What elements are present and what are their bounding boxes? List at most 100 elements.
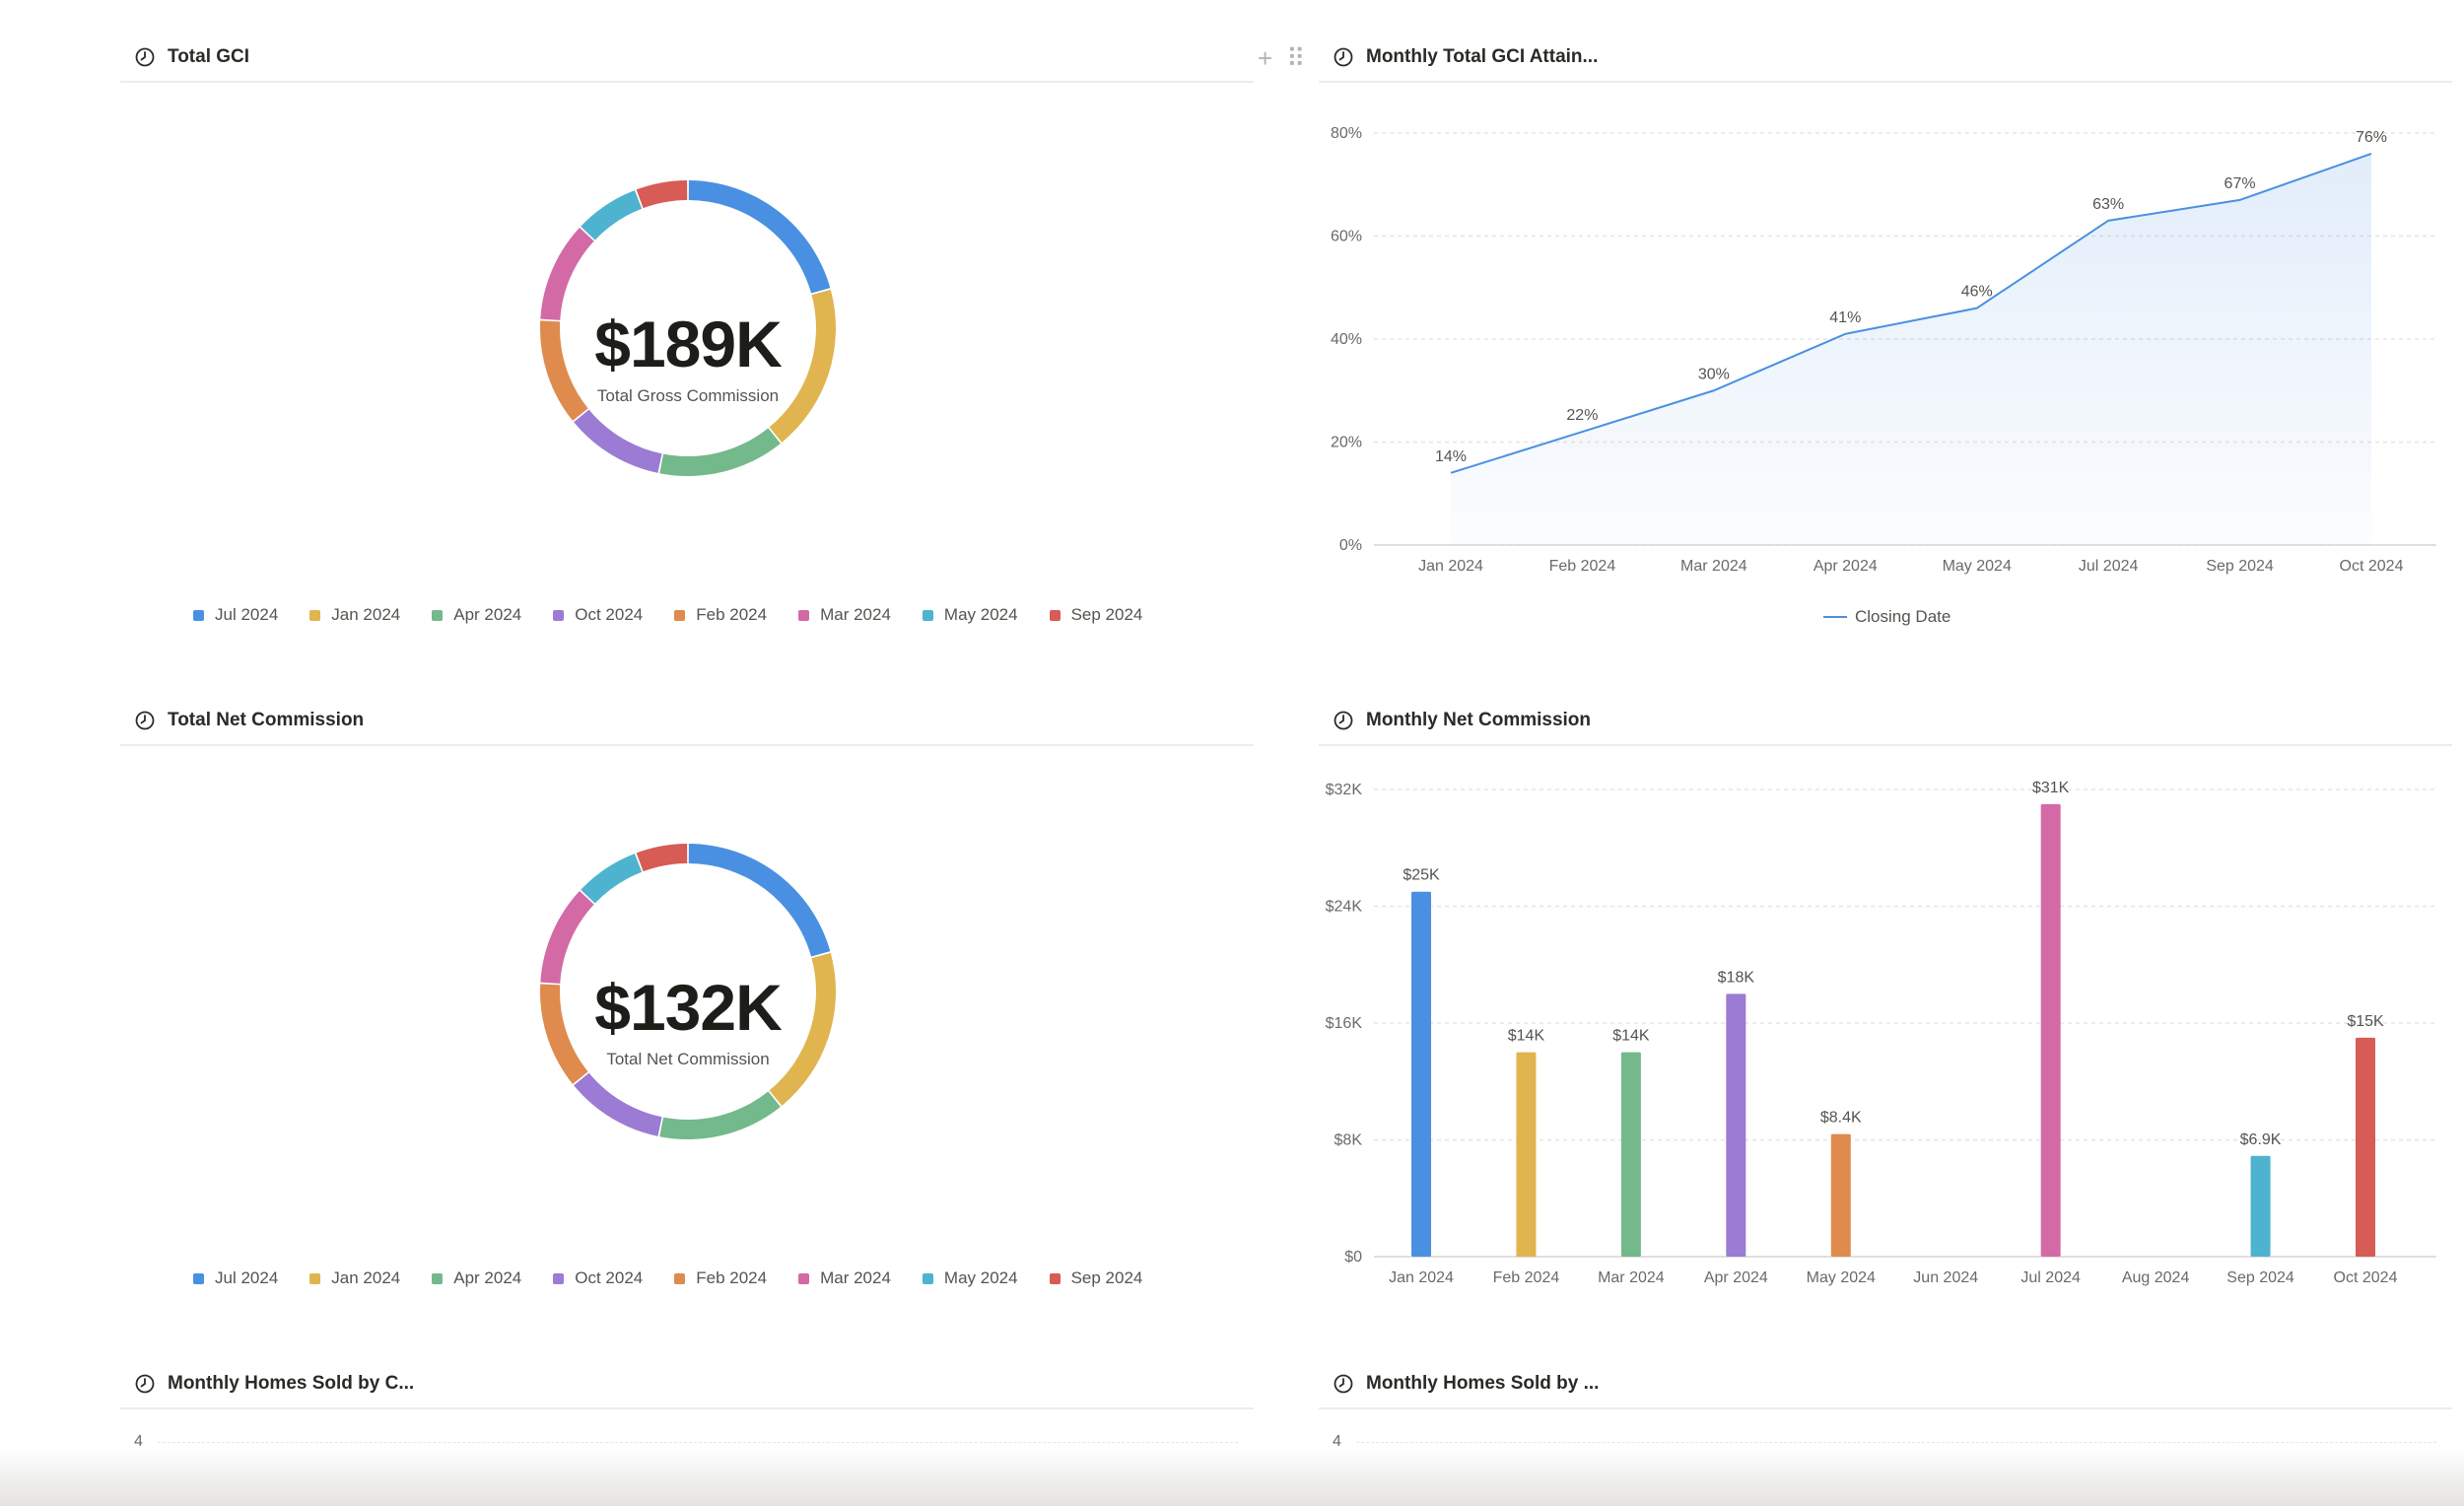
x-axis-tick-label: Oct 2024 — [2334, 1269, 2398, 1286]
drag-handle-icon[interactable]: ⠿ — [1286, 43, 1306, 73]
legend-item[interactable]: Mar 2024 — [798, 1268, 891, 1288]
x-axis-tick-label: Sep 2024 — [2206, 558, 2274, 575]
donut-slice-mar-2024[interactable] — [540, 228, 594, 320]
donut-slice-jul-2024[interactable] — [688, 844, 831, 957]
donut-slice-apr-2024[interactable] — [659, 1091, 781, 1139]
x-axis-tick-label: Mar 2024 — [1598, 1269, 1665, 1286]
bar-apr-2024[interactable] — [1726, 993, 1746, 1257]
y-axis-tick-label: 60% — [1331, 229, 1362, 245]
donut-slice-apr-2024[interactable] — [659, 428, 781, 477]
legend-item[interactable]: Jan 2024 — [309, 605, 400, 625]
bar-sep-2024[interactable] — [2250, 1155, 2271, 1257]
donut-slice-jan-2024[interactable] — [769, 952, 836, 1106]
data-label: $8.4K — [1820, 1110, 1862, 1127]
series-line-closing-date[interactable] — [1450, 152, 2372, 474]
data-label: 63% — [2092, 196, 2124, 213]
legend-swatch — [1049, 609, 1061, 621]
chart-clock-icon — [135, 47, 155, 67]
y-axis-tick-label: $16K — [1326, 1015, 1363, 1032]
legend-item[interactable]: Jan 2024 — [309, 1268, 400, 1288]
x-axis-tick-label: Sep 2024 — [2226, 1269, 2294, 1286]
y-axis-tick-label: 40% — [1331, 331, 1362, 348]
x-axis-tick-label: Apr 2024 — [1704, 1269, 1768, 1286]
legend-item[interactable]: May 2024 — [922, 1268, 1018, 1288]
bar-chart-net-commission[interactable]: $0 $8K $16K $24K $32K $25K Jan 2024 $14K Feb 202… — [1319, 697, 2452, 1328]
x-axis-tick-label: Jul 2024 — [2079, 558, 2139, 575]
plus-icon[interactable]: + — [1258, 43, 1273, 73]
legend-swatch — [553, 609, 565, 621]
donut-chart-gci[interactable] — [120, 34, 1254, 664]
legend-item[interactable]: Apr 2024 — [432, 605, 521, 625]
x-axis-tick-label: Jul 2024 — [2020, 1269, 2081, 1286]
gridline — [1356, 1442, 2436, 1443]
panel-header[interactable]: Monthly Total GCI Attain... — [1319, 34, 2452, 83]
legend-swatch — [798, 1272, 810, 1284]
bar-mar-2024[interactable] — [1620, 1052, 1641, 1257]
panel-header[interactable]: Monthly Net Commission — [1319, 697, 2452, 746]
legend-label: Apr 2024 — [453, 605, 522, 624]
bar-oct-2024[interactable] — [2356, 1037, 2375, 1257]
legend-swatch — [432, 609, 444, 621]
legend-item[interactable]: Mar 2024 — [798, 605, 891, 625]
bar-jul-2024[interactable] — [2040, 803, 2061, 1257]
area-chart-gci-attainment[interactable]: 0% 20% 40% 60% 80% Jan 2024 14% Feb 2024 22% Mar … — [1319, 34, 2452, 664]
donut-slice-may-2024[interactable] — [581, 854, 643, 904]
bar-may-2024[interactable] — [1830, 1133, 1851, 1257]
legend-item[interactable]: Oct 2024 — [553, 605, 643, 625]
y-axis-tick-label: $32K — [1326, 782, 1363, 798]
y-axis-tick-label: 4 — [1333, 1433, 1341, 1450]
legend-label: Feb 2024 — [696, 605, 768, 624]
legend-item[interactable]: May 2024 — [922, 605, 1018, 625]
homes-sold-panel-left: Monthly Homes Sold by C... 4 — [120, 1360, 1254, 1506]
legend-item[interactable]: Feb 2024 — [674, 1268, 767, 1288]
data-label: 30% — [1698, 366, 1730, 382]
y-axis-tick-label: 0% — [1339, 537, 1362, 554]
y-axis-tick-label: $8K — [1335, 1132, 1363, 1149]
panel-header[interactable]: Monthly Homes Sold by ... — [1319, 1360, 2452, 1409]
chart-clock-icon — [1334, 47, 1353, 67]
legend-swatch — [553, 1272, 565, 1284]
monthly-total-gci-panel: + ⠿ Monthly Total GCI Attain... 0% 20% 40%… — [1258, 34, 2452, 664]
legend-item[interactable]: Sep 2024 — [1049, 605, 1143, 625]
legend-line-swatch — [1823, 616, 1847, 618]
data-label: $15K — [2347, 1013, 2384, 1030]
legend-item[interactable]: Jul 2024 — [193, 605, 278, 625]
bar-feb-2024[interactable] — [1516, 1052, 1537, 1257]
donut-chart-net[interactable] — [120, 697, 1254, 1328]
chart-legend: Closing Date — [1823, 607, 1951, 627]
legend-item[interactable]: Sep 2024 — [1049, 1268, 1142, 1288]
donut-slice-feb-2024[interactable] — [540, 984, 588, 1084]
chart-clock-icon — [135, 1374, 155, 1394]
donut-slice-sep-2024[interactable] — [636, 180, 688, 209]
legend-item[interactable]: Apr 2024 — [432, 1268, 521, 1288]
legend-label: Sep 2024 — [1070, 605, 1143, 624]
donut-slice-feb-2024[interactable] — [540, 320, 588, 421]
data-label: $14K — [1612, 1028, 1650, 1045]
legend-item[interactable]: Oct 2024 — [553, 1268, 643, 1288]
donut-center-value: $132K — [594, 971, 783, 1044]
legend-item[interactable]: Jul 2024 — [193, 1268, 278, 1288]
panel-header[interactable]: Monthly Homes Sold by C... — [120, 1360, 1254, 1409]
y-axis-tick-label: $0 — [1344, 1249, 1362, 1266]
bottom-fade-shadow — [0, 1447, 2464, 1506]
panel-header[interactable]: Total Net Commission — [120, 697, 1254, 746]
donut-slice-oct-2024[interactable] — [574, 1072, 662, 1136]
chart-clock-icon — [135, 711, 155, 730]
donut-slice-oct-2024[interactable] — [574, 409, 662, 473]
legend-swatch — [193, 609, 204, 621]
donut-slice-jul-2024[interactable] — [688, 180, 831, 294]
donut-slice-mar-2024[interactable] — [540, 891, 594, 984]
legend-item[interactable]: Feb 2024 — [674, 605, 767, 625]
legend-swatch — [798, 609, 810, 621]
y-axis-tick-label: 80% — [1331, 125, 1362, 142]
legend-label: May 2024 — [943, 605, 1018, 624]
data-label: 22% — [1566, 407, 1598, 424]
panel-header[interactable]: Total GCI — [120, 34, 1254, 83]
donut-slice-sep-2024[interactable] — [636, 844, 688, 872]
donut-slice-jan-2024[interactable] — [769, 289, 836, 443]
bar-jan-2024[interactable] — [1411, 891, 1431, 1257]
donut-slice-may-2024[interactable] — [581, 190, 643, 240]
data-label: 46% — [1961, 284, 1993, 301]
total-net-commission-panel: Total Net Commission $132K Total Net Com… — [120, 697, 1254, 1328]
legend-label: Jan 2024 — [331, 1268, 401, 1287]
